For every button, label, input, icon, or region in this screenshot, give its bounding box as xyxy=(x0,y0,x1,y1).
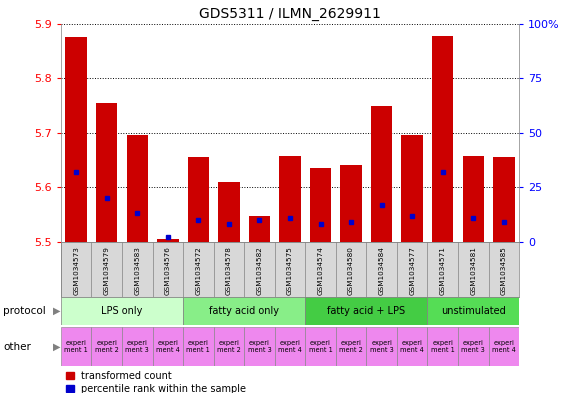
Text: GSM1034583: GSM1034583 xyxy=(134,246,140,295)
Bar xyxy=(280,156,300,242)
Bar xyxy=(432,36,454,242)
Bar xyxy=(427,297,519,325)
Bar xyxy=(96,103,117,242)
Text: ▶: ▶ xyxy=(53,306,61,316)
Text: GSM1034575: GSM1034575 xyxy=(287,246,293,295)
Text: GSM1034573: GSM1034573 xyxy=(73,246,79,295)
Text: fatty acid + LPS: fatty acid + LPS xyxy=(327,306,405,316)
Bar xyxy=(188,157,209,242)
Text: GSM1034585: GSM1034585 xyxy=(501,246,507,295)
Text: GSM1034574: GSM1034574 xyxy=(317,246,324,295)
Bar xyxy=(336,242,367,297)
Bar xyxy=(275,327,305,366)
Bar xyxy=(336,327,367,366)
Bar xyxy=(458,242,488,297)
Text: experi
ment 4: experi ment 4 xyxy=(278,340,302,353)
Bar xyxy=(61,297,183,325)
Bar xyxy=(157,239,179,242)
Text: experi
ment 4: experi ment 4 xyxy=(400,340,424,353)
Bar xyxy=(218,182,240,242)
Text: GSM1034572: GSM1034572 xyxy=(195,246,201,295)
Text: ▶: ▶ xyxy=(53,342,61,352)
Bar xyxy=(183,297,305,325)
Bar xyxy=(367,242,397,297)
Bar xyxy=(458,327,488,366)
Bar xyxy=(66,37,87,242)
Bar xyxy=(249,216,270,242)
Text: GSM1034571: GSM1034571 xyxy=(440,246,446,295)
Bar xyxy=(427,242,458,297)
Bar xyxy=(371,107,392,242)
Bar xyxy=(488,242,519,297)
Bar xyxy=(367,327,397,366)
Text: fatty acid only: fatty acid only xyxy=(209,306,279,316)
Bar xyxy=(92,242,122,297)
Text: experi
ment 1: experi ment 1 xyxy=(187,340,210,353)
Title: GDS5311 / ILMN_2629911: GDS5311 / ILMN_2629911 xyxy=(199,7,381,21)
Bar xyxy=(122,327,153,366)
Bar xyxy=(153,327,183,366)
Bar xyxy=(213,327,244,366)
Bar xyxy=(401,135,423,242)
Bar xyxy=(126,135,148,242)
Bar xyxy=(275,242,305,297)
Text: experi
ment 1: experi ment 1 xyxy=(64,340,88,353)
Bar xyxy=(244,242,275,297)
Text: GSM1034576: GSM1034576 xyxy=(165,246,171,295)
Bar xyxy=(244,327,275,366)
Text: GSM1034584: GSM1034584 xyxy=(379,246,385,295)
Bar xyxy=(305,242,336,297)
Bar xyxy=(61,242,92,297)
Bar xyxy=(183,327,213,366)
Legend: transformed count, percentile rank within the sample: transformed count, percentile rank withi… xyxy=(66,371,246,393)
Text: experi
ment 2: experi ment 2 xyxy=(217,340,241,353)
Text: GSM1034577: GSM1034577 xyxy=(409,246,415,295)
Text: experi
ment 3: experi ment 3 xyxy=(370,340,393,353)
Text: GSM1034581: GSM1034581 xyxy=(470,246,476,295)
Bar xyxy=(397,327,427,366)
Bar xyxy=(183,242,213,297)
Text: experi
ment 2: experi ment 2 xyxy=(95,340,119,353)
Text: other: other xyxy=(3,342,31,352)
Text: GSM1034578: GSM1034578 xyxy=(226,246,232,295)
Text: experi
ment 4: experi ment 4 xyxy=(492,340,516,353)
Bar xyxy=(397,242,427,297)
Bar xyxy=(122,242,153,297)
Bar xyxy=(340,165,362,242)
Bar xyxy=(310,168,331,242)
Text: experi
ment 3: experi ment 3 xyxy=(462,340,485,353)
Text: unstimulated: unstimulated xyxy=(441,306,506,316)
Bar xyxy=(493,157,514,242)
Text: experi
ment 1: experi ment 1 xyxy=(431,340,455,353)
Text: GSM1034580: GSM1034580 xyxy=(348,246,354,295)
Text: experi
ment 2: experi ment 2 xyxy=(339,340,363,353)
Bar xyxy=(305,327,336,366)
Bar xyxy=(61,327,92,366)
Text: GSM1034582: GSM1034582 xyxy=(256,246,263,295)
Bar xyxy=(488,327,519,366)
Text: experi
ment 3: experi ment 3 xyxy=(125,340,149,353)
Bar xyxy=(92,327,122,366)
Bar xyxy=(153,242,183,297)
Text: GSM1034579: GSM1034579 xyxy=(104,246,110,295)
Bar xyxy=(213,242,244,297)
Text: protocol: protocol xyxy=(3,306,46,316)
Bar xyxy=(305,297,427,325)
Bar xyxy=(427,327,458,366)
Text: experi
ment 3: experi ment 3 xyxy=(248,340,271,353)
Text: experi
ment 1: experi ment 1 xyxy=(309,340,332,353)
Text: experi
ment 4: experi ment 4 xyxy=(156,340,180,353)
Text: LPS only: LPS only xyxy=(102,306,143,316)
Bar xyxy=(463,156,484,242)
